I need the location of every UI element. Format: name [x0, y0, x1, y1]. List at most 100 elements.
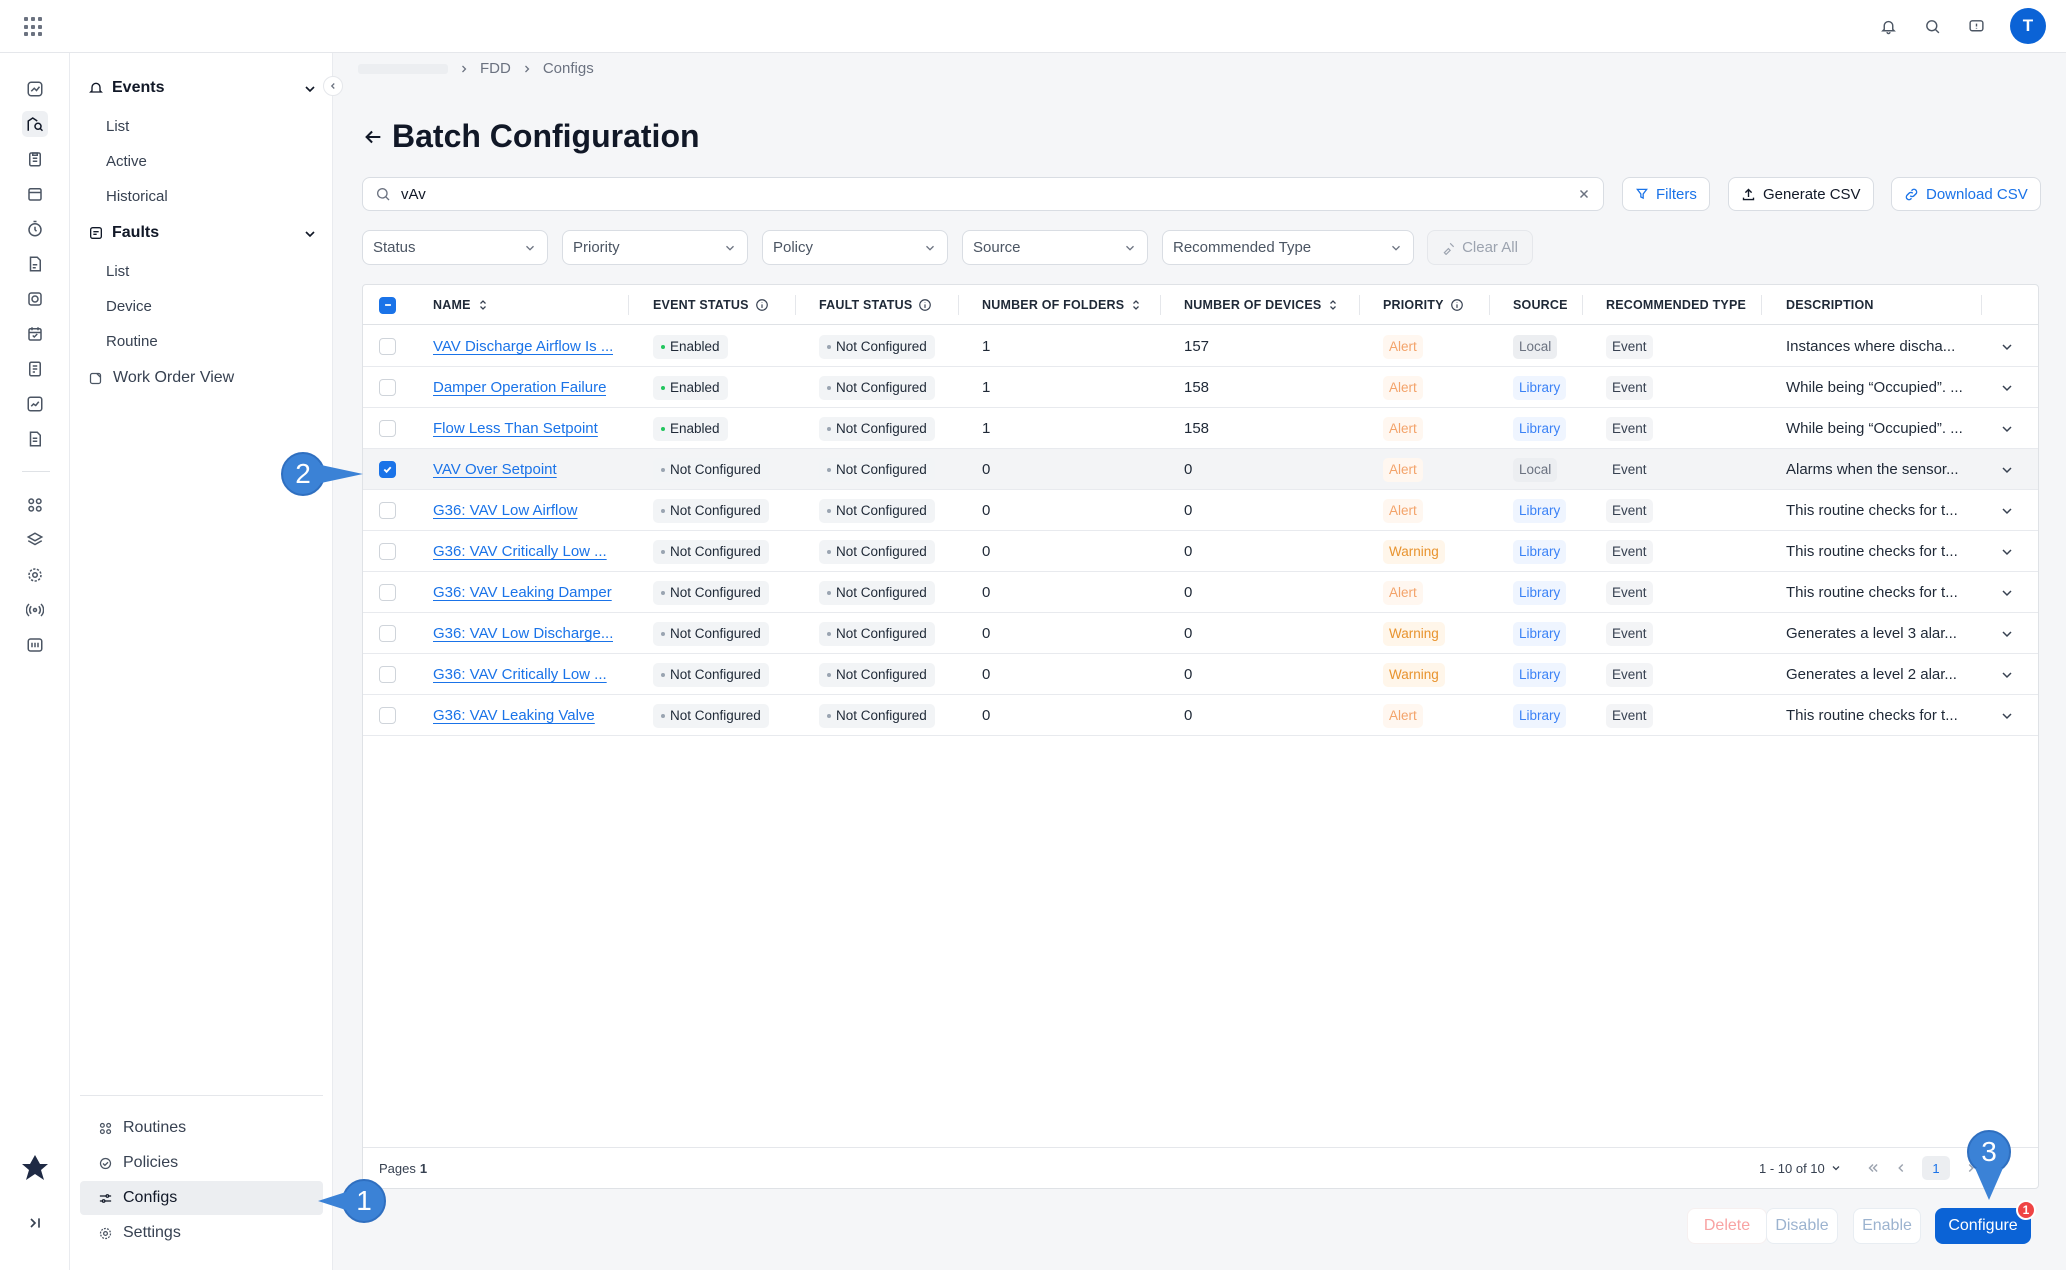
notes-icon[interactable] — [22, 356, 48, 382]
row-checkbox[interactable] — [379, 408, 396, 449]
clear-search-icon[interactable] — [1577, 187, 1591, 201]
nav-item-routines[interactable]: Routines — [80, 1111, 323, 1145]
download-csv-button[interactable]: Download CSV — [1891, 177, 2041, 211]
row-checkbox[interactable] — [379, 654, 396, 695]
table-row[interactable]: G36: VAV Low Discharge... Not Configured N… — [363, 613, 2038, 654]
column-name[interactable]: NAME — [433, 285, 489, 325]
delete-button[interactable]: Delete — [1687, 1208, 1767, 1244]
nav-item-faults-list[interactable]: List — [106, 263, 130, 280]
first-page-icon[interactable] — [1866, 1161, 1880, 1175]
info-icon[interactable] — [1450, 298, 1464, 312]
schedule-icon[interactable] — [22, 321, 48, 347]
info-icon[interactable] — [918, 298, 932, 312]
nav-item-faults-routine[interactable]: Routine — [106, 333, 158, 350]
filters-button[interactable]: Filters — [1622, 177, 1710, 211]
row-checkbox[interactable] — [379, 695, 396, 736]
grid-icon[interactable] — [24, 17, 44, 37]
signal-icon[interactable] — [22, 597, 48, 623]
nav-item-events-list[interactable]: List — [106, 118, 130, 135]
search-icon[interactable] — [1922, 16, 1942, 36]
back-arrow-icon[interactable] — [362, 126, 384, 148]
sort-icon[interactable] — [477, 299, 489, 311]
table-row[interactable]: G36: VAV Leaking Damper Not Configured Not… — [363, 572, 2038, 613]
select-all-checkbox[interactable] — [379, 285, 396, 325]
breadcrumb-item-fdd[interactable]: FDD — [480, 60, 511, 77]
row-checkbox[interactable] — [379, 367, 396, 408]
priority-filter[interactable]: Priority — [562, 230, 748, 265]
chevron-down-icon[interactable] — [302, 81, 318, 97]
configure-button[interactable]: Configure — [1935, 1208, 2031, 1244]
row-checkbox[interactable] — [379, 490, 396, 531]
layers-icon[interactable] — [22, 527, 48, 553]
policy-filter[interactable]: Policy — [762, 230, 948, 265]
calendar-icon[interactable] — [22, 181, 48, 207]
report-icon[interactable] — [22, 286, 48, 312]
clear-all-button[interactable]: Clear All — [1427, 230, 1533, 265]
column-devices[interactable]: NUMBER OF DEVICES — [1184, 285, 1339, 325]
avatar[interactable]: T — [2010, 8, 2046, 44]
page-range-select[interactable]: 1 - 10 of 10 — [1759, 1161, 1842, 1176]
chat-icon[interactable] — [1966, 16, 1986, 36]
prev-page-icon[interactable] — [1894, 1161, 1908, 1175]
config-name-link[interactable]: Flow Less Than Setpoint — [433, 420, 598, 437]
table-row[interactable]: G36: VAV Leaking Valve Not Configured Not … — [363, 695, 2038, 736]
table-row[interactable]: Flow Less Than Setpoint Enabled Not Config… — [363, 408, 2038, 449]
table-row[interactable]: VAV Discharge Airflow Is ... Enabled Not C… — [363, 326, 2038, 367]
chevron-down-icon[interactable] — [302, 226, 318, 242]
expand-row-button[interactable] — [1999, 490, 2015, 531]
timer-icon[interactable] — [22, 216, 48, 242]
meter-icon[interactable] — [22, 632, 48, 658]
expand-row-button[interactable] — [1999, 408, 2015, 449]
apps-icon[interactable] — [22, 492, 48, 518]
bell-icon[interactable] — [1878, 16, 1898, 36]
config-name-link[interactable]: G36: VAV Critically Low ... — [433, 543, 607, 560]
table-row[interactable]: G36: VAV Critically Low ... Not Configure… — [363, 531, 2038, 572]
column-folders[interactable]: NUMBER OF FOLDERS — [982, 285, 1142, 325]
expand-icon[interactable] — [22, 1210, 48, 1236]
sort-icon[interactable] — [1327, 299, 1339, 311]
row-checkbox[interactable] — [379, 449, 396, 490]
table-row[interactable]: G36: VAV Critically Low ... Not Configure… — [363, 654, 2038, 695]
gear-icon[interactable] — [22, 562, 48, 588]
analytics-icon[interactable] — [22, 111, 48, 137]
enable-button[interactable]: Enable — [1853, 1208, 1921, 1244]
table-row[interactable]: G36: VAV Low Airflow Not Configured Not Co… — [363, 490, 2038, 531]
generate-csv-button[interactable]: Generate CSV — [1728, 177, 1874, 211]
table-row[interactable]: Damper Operation Failure Enabled Not Confi… — [363, 367, 2038, 408]
nav-item-faults-device[interactable]: Device — [106, 298, 152, 315]
config-name-link[interactable]: G36: VAV Critically Low ... — [433, 666, 607, 683]
sort-icon[interactable] — [1130, 299, 1142, 311]
row-checkbox[interactable] — [379, 531, 396, 572]
config-name-link[interactable]: Damper Operation Failure — [433, 379, 607, 396]
config-name-link[interactable]: G36: VAV Low Airflow — [433, 502, 578, 519]
expand-row-button[interactable] — [1999, 695, 2015, 736]
expand-row-button[interactable] — [1999, 572, 2015, 613]
nav-item-policies[interactable]: Policies — [80, 1146, 323, 1180]
config-name-link[interactable]: G36: VAV Low Discharge... — [433, 625, 614, 642]
nav-item-events-historical[interactable]: Historical — [106, 188, 168, 205]
config-name-link[interactable]: VAV Discharge Airflow Is ... — [433, 338, 614, 355]
source-filter[interactable]: Source — [962, 230, 1148, 265]
expand-row-button[interactable] — [1999, 326, 2015, 367]
disable-button[interactable]: Disable — [1766, 1208, 1838, 1244]
document-icon[interactable] — [22, 251, 48, 277]
nav-item-settings[interactable]: Settings — [80, 1216, 323, 1250]
config-name-link[interactable]: G36: VAV Leaking Damper — [433, 584, 612, 601]
nav-item-events-active[interactable]: Active — [106, 153, 147, 170]
table-row[interactable]: VAV Over Setpoint Not Configured Not Confi… — [363, 449, 2038, 490]
clipboard-icon[interactable] — [22, 146, 48, 172]
status-filter[interactable]: Status — [362, 230, 548, 265]
current-page[interactable]: 1 — [1922, 1156, 1950, 1180]
expand-row-button[interactable] — [1999, 531, 2015, 572]
chart-icon[interactable] — [22, 391, 48, 417]
config-name-link[interactable]: VAV Over Setpoint — [433, 461, 557, 478]
file-icon[interactable] — [22, 426, 48, 452]
search-input[interactable]: vAv — [362, 177, 1604, 211]
nav-group-faults[interactable]: Faults — [88, 224, 318, 242]
expand-row-button[interactable] — [1999, 367, 2015, 408]
expand-row-button[interactable] — [1999, 449, 2015, 490]
nav-group-events[interactable]: Events — [88, 79, 318, 97]
row-checkbox[interactable] — [379, 613, 396, 654]
nav-item-configs[interactable]: Configs — [80, 1181, 323, 1215]
next-page-icon[interactable] — [1964, 1161, 1978, 1175]
